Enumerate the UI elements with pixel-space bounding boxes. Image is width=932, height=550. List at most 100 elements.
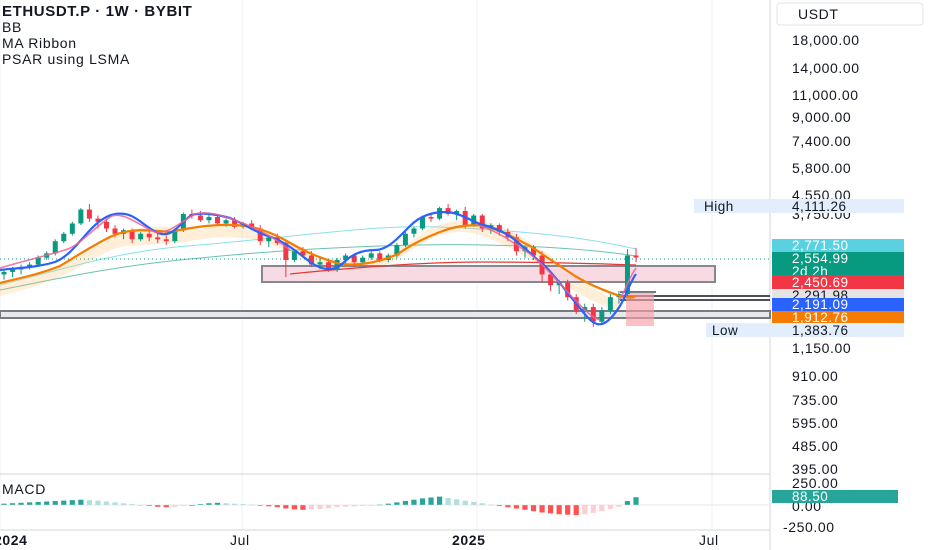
macd-bar	[539, 505, 545, 513]
price-badge-red: 2,450.69	[792, 275, 849, 290]
time-axis[interactable]: 2024 Jul 2025 Jul	[0, 532, 719, 548]
macd-bar	[69, 500, 75, 505]
macd-badge: 88.50	[792, 489, 828, 504]
macd-bar	[505, 505, 511, 508]
price-badge-last: 2,554.99	[792, 251, 849, 266]
macd-bar	[95, 500, 101, 505]
macd-bar	[300, 505, 306, 510]
pink-lsma-line-3	[619, 267, 637, 301]
macd-histogram	[1, 496, 639, 516]
x-tick-2025: 2025	[452, 532, 486, 548]
low-value: 1,383.76	[792, 323, 849, 338]
candle-body	[531, 247, 537, 256]
candle-body	[155, 237, 161, 240]
price-badge-orange: 1,912.76	[792, 310, 849, 325]
candle-body	[565, 282, 571, 298]
price-tick: 14,000.00	[792, 60, 860, 76]
macd-bar	[163, 505, 169, 508]
macd-bar	[479, 503, 485, 505]
price-badge-bb-upper: 2,771.50	[792, 238, 849, 253]
macd-title: MACD	[2, 481, 46, 497]
candle-body	[27, 264, 33, 267]
price-tick: 5,800.00	[792, 160, 851, 176]
candle-body	[197, 215, 203, 221]
macd-bar	[120, 503, 127, 505]
macd-bar	[240, 504, 246, 505]
macd-bar	[565, 505, 571, 515]
candle-body	[496, 225, 502, 232]
macd-bar	[454, 499, 460, 505]
macd-bar	[471, 501, 477, 505]
macd-bar	[573, 505, 579, 516]
macd-bar	[257, 505, 263, 506]
x-tick-jul: Jul	[230, 532, 250, 548]
price-tick: 395.00	[792, 461, 838, 477]
candle-body	[360, 257, 366, 263]
candle-body	[428, 217, 434, 219]
macd-bar	[138, 505, 144, 506]
zone-rectangles	[0, 265, 771, 326]
x-tick-2024: 2024	[0, 532, 28, 548]
macd-bar	[35, 501, 41, 505]
macd-bar	[547, 505, 554, 514]
candle-body	[112, 228, 118, 234]
macd-bar	[385, 503, 391, 505]
macd-tick: -250.00	[783, 519, 835, 535]
indicator-bb: BB	[2, 19, 22, 35]
high-value: 4,111.26	[792, 199, 847, 214]
candle-body	[61, 233, 67, 242]
candle-body	[419, 217, 425, 229]
candle-body	[146, 233, 152, 238]
candle-body	[411, 228, 417, 234]
macd-bar	[402, 501, 409, 505]
macd-bar	[61, 500, 67, 505]
candle-body	[69, 223, 75, 234]
candle-body	[86, 209, 92, 219]
macd-bar	[607, 505, 613, 509]
macd-tick: 250.00	[792, 475, 838, 491]
legend: ETHUSDT.P · 1W · BYBIT BB MA Ribbon PSAR…	[2, 3, 192, 497]
currency-selector[interactable]: USDT	[776, 2, 924, 26]
macd-bar	[428, 497, 434, 505]
candle-body	[607, 297, 613, 311]
macd-bar	[308, 505, 315, 510]
macd-bar	[27, 502, 33, 505]
candle-body	[223, 220, 229, 224]
macd-bar	[590, 505, 596, 513]
macd-bar	[223, 503, 229, 505]
macd-bar	[266, 505, 272, 507]
candle-body	[590, 307, 596, 322]
macd-bar	[112, 502, 118, 505]
macd-bar	[155, 505, 161, 507]
candle-body	[138, 233, 144, 240]
candle-body	[35, 257, 41, 265]
candle-body	[479, 215, 485, 229]
blue-lsma-line	[0, 210, 637, 326]
macd-bar	[180, 505, 186, 506]
macd-bar	[146, 505, 152, 506]
candle-body	[308, 255, 314, 265]
candle-body	[103, 221, 109, 229]
price-axis[interactable]: 18,000.00 14,000.00 11,000.00 9,000.00 7…	[783, 32, 860, 535]
macd-bar	[44, 501, 50, 505]
price-badges: 2,771.50 2,554.99 2d 2h 2,450.69 2,291.9…	[772, 238, 904, 504]
candle-body	[291, 251, 297, 260]
macd-bar	[343, 505, 349, 507]
candle-body	[215, 217, 221, 224]
macd-bar	[633, 497, 639, 505]
x-tick-jul-2025: Jul	[699, 532, 719, 548]
indicator-ma-ribbon: MA Ribbon	[2, 35, 77, 51]
high-label: High 4,111.26	[694, 199, 904, 214]
price-tick: 18,000.00	[792, 32, 860, 48]
candle-body	[548, 274, 554, 286]
macd-bar	[1, 503, 7, 505]
candle-body	[334, 259, 340, 270]
macd-bar	[496, 505, 502, 506]
candle-body	[257, 228, 263, 242]
price-tick: 9,000.00	[792, 109, 851, 125]
price-tick: 735.00	[792, 392, 838, 408]
macd-bar	[78, 499, 84, 505]
macd-bar	[616, 505, 622, 507]
pink-lsma-line-2	[479, 225, 601, 321]
